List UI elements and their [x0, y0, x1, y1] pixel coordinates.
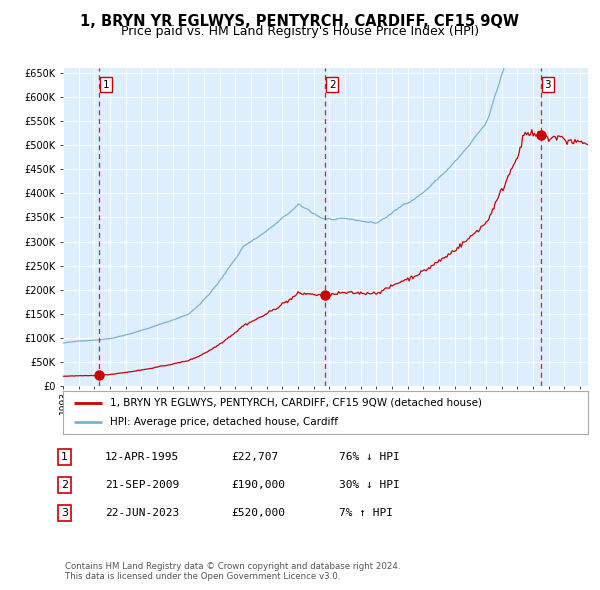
Text: 1: 1: [103, 80, 109, 90]
Text: HPI: Average price, detached house, Cardiff: HPI: Average price, detached house, Card…: [110, 417, 338, 427]
Text: Price paid vs. HM Land Registry's House Price Index (HPI): Price paid vs. HM Land Registry's House …: [121, 25, 479, 38]
Text: 1: 1: [61, 453, 68, 462]
Text: £520,000: £520,000: [231, 509, 285, 518]
Text: 21-SEP-2009: 21-SEP-2009: [105, 480, 179, 490]
Text: 7% ↑ HPI: 7% ↑ HPI: [339, 509, 393, 518]
Text: 30% ↓ HPI: 30% ↓ HPI: [339, 480, 400, 490]
Text: 1, BRYN YR EGLWYS, PENTYRCH, CARDIFF, CF15 9QW: 1, BRYN YR EGLWYS, PENTYRCH, CARDIFF, CF…: [80, 14, 520, 29]
Text: 2: 2: [329, 80, 335, 90]
Text: 22-JUN-2023: 22-JUN-2023: [105, 509, 179, 518]
Text: Contains HM Land Registry data © Crown copyright and database right 2024.
This d: Contains HM Land Registry data © Crown c…: [65, 562, 400, 581]
Text: 3: 3: [61, 509, 68, 518]
Text: 3: 3: [544, 80, 551, 90]
Text: 2: 2: [61, 480, 68, 490]
Text: £22,707: £22,707: [231, 453, 278, 462]
Text: 12-APR-1995: 12-APR-1995: [105, 453, 179, 462]
Text: 76% ↓ HPI: 76% ↓ HPI: [339, 453, 400, 462]
Text: £190,000: £190,000: [231, 480, 285, 490]
Text: 1, BRYN YR EGLWYS, PENTYRCH, CARDIFF, CF15 9QW (detached house): 1, BRYN YR EGLWYS, PENTYRCH, CARDIFF, CF…: [110, 398, 482, 408]
